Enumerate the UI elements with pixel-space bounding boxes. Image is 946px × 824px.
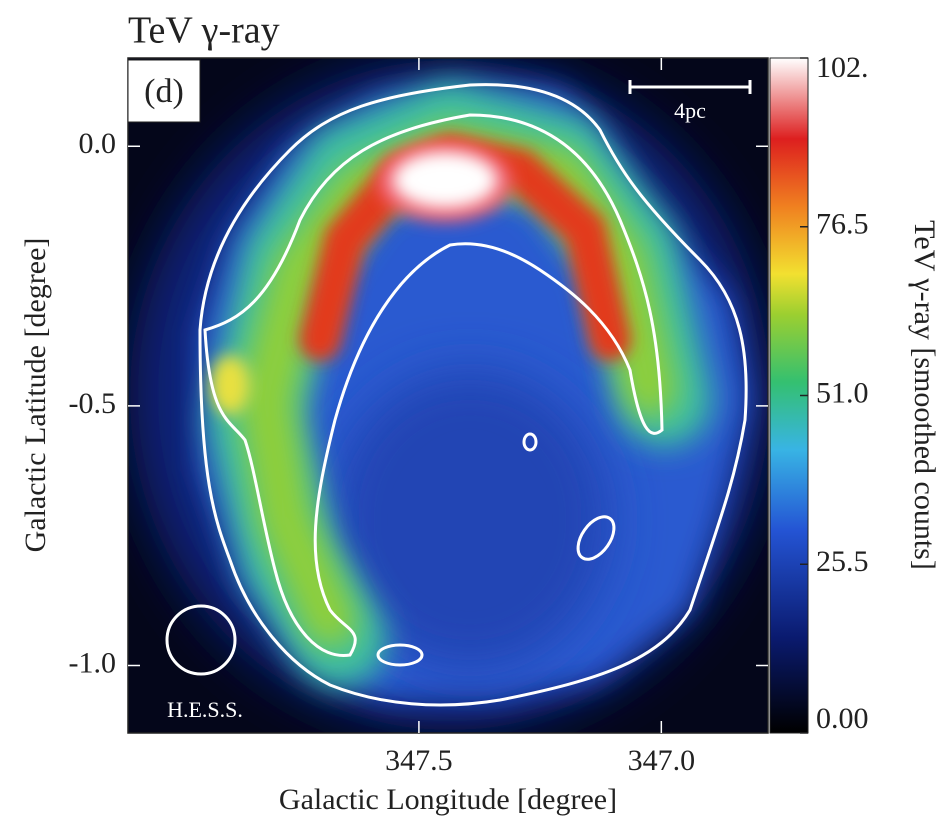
y-tick-label: -1.0 <box>69 646 117 679</box>
scale-bar-label: 4pc <box>674 98 706 123</box>
colorbar-tick-label: 102. <box>816 51 869 84</box>
colorbar-tick-label: 25.5 <box>816 545 869 578</box>
colorbar-tick-label: 51.0 <box>816 376 869 409</box>
x-tick-label: 347.5 <box>385 744 453 777</box>
y-tick-label: -0.5 <box>69 387 117 420</box>
y-axis-label: Galactic Latitude [degree] <box>19 238 52 553</box>
panel-label: (d) <box>144 73 184 110</box>
beam-label: H.E.S.S. <box>167 697 243 722</box>
colorbar-tick-label: 76.5 <box>816 208 869 241</box>
sky-map <box>128 58 770 733</box>
chart: TeV γ-ray (d) 4pc H.E.S.S. Galactic Long… <box>0 0 946 824</box>
colorbar-tick-label: 0.00 <box>816 702 869 735</box>
x-tick-label: 347.0 <box>628 744 696 777</box>
chart-title: TeV γ-ray <box>128 10 280 52</box>
x-axis-label: Galactic Longitude [degree] <box>279 783 617 816</box>
colorbar-label: TeV γ-ray [smoothed counts] <box>908 220 941 570</box>
y-tick-label: 0.0 <box>79 127 117 160</box>
page: {"chart_data": {"type": "heatmap", "titl… <box>0 0 946 824</box>
